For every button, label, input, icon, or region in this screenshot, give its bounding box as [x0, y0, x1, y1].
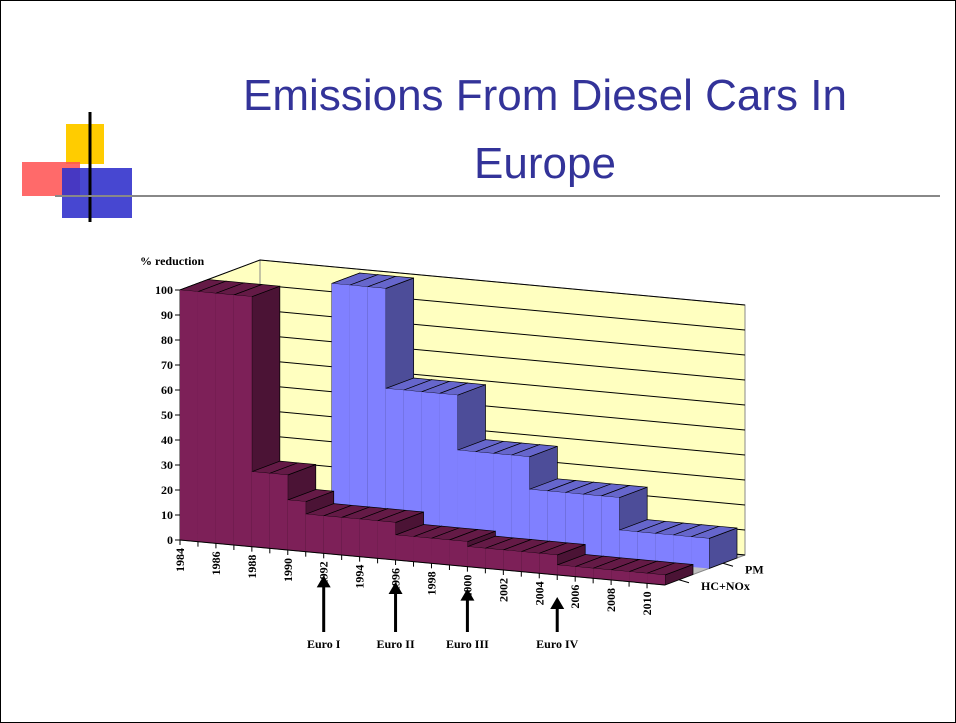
area-front [485, 548, 504, 570]
y-tick-label: 20 [161, 483, 173, 497]
area-top [511, 444, 558, 458]
area-front [475, 451, 494, 549]
area-front [673, 535, 692, 567]
x-tick-label: 1996 [389, 568, 403, 592]
area-front [575, 566, 594, 579]
area-front [359, 519, 378, 559]
area-front [511, 455, 530, 552]
x-tick-label: 2002 [496, 578, 510, 602]
area-front [421, 391, 440, 544]
y-axis-label: % reduction [140, 254, 204, 268]
area-front [305, 514, 324, 554]
area-front [233, 295, 252, 547]
area-front [655, 533, 674, 566]
series-label: HC+NOx [701, 579, 750, 593]
area-front [449, 540, 468, 567]
annotation: Euro I [307, 637, 341, 651]
y-tick-label: 90 [161, 308, 173, 322]
area-front [611, 570, 630, 582]
x-tick-label: 1992 [317, 561, 331, 585]
depth-tick [678, 579, 690, 584]
area-front [377, 520, 396, 560]
x-axis [179, 539, 666, 586]
x-tick-label: 1998 [424, 571, 438, 595]
area-front [197, 291, 216, 544]
area-front [619, 530, 638, 562]
title-line: Emissions From Diesel Cars In [243, 71, 847, 120]
y-tick-label: 30 [161, 458, 173, 472]
y-tick-label: 0 [167, 533, 173, 547]
area-front [647, 573, 665, 585]
area-front [691, 536, 709, 569]
area-front [439, 393, 458, 546]
y-tick-label: 10 [161, 508, 173, 522]
area-front [583, 494, 602, 559]
annotation-arrowhead [460, 588, 475, 601]
area-front [341, 517, 360, 557]
area-front [269, 473, 288, 550]
area-front [395, 535, 414, 562]
area-front [529, 489, 548, 554]
area-front [539, 553, 558, 575]
area-front [467, 546, 486, 569]
y-tick-label: 40 [161, 433, 173, 447]
area-front [349, 285, 368, 537]
area-front [385, 388, 404, 541]
area-front [323, 515, 342, 555]
annotation: Euro III [446, 637, 489, 651]
area-front [565, 492, 584, 557]
area-front [493, 453, 512, 551]
depth-tick [722, 562, 734, 567]
deco-square [62, 168, 132, 218]
area-front [403, 390, 422, 542]
area-front [521, 551, 540, 574]
area-front [251, 471, 270, 549]
area-front [629, 571, 648, 584]
area-front [180, 290, 198, 542]
y-tick-label: 100 [155, 283, 173, 297]
area-front [593, 568, 612, 580]
y-tick-label: 60 [161, 383, 173, 397]
x-tick-label: 2004 [532, 581, 546, 605]
x-tick-label: 2010 [640, 591, 654, 615]
area-front [637, 531, 656, 564]
x-tick-label: 1986 [209, 551, 223, 575]
series-label: PM [745, 562, 764, 576]
area-front [457, 450, 476, 547]
annotation-arrowhead [388, 582, 403, 594]
x-tick-label: 2006 [568, 585, 582, 609]
area-front [431, 538, 450, 565]
title-line: Europe [474, 139, 616, 188]
y-tick-label: 80 [161, 333, 173, 347]
x-tick-label: 1984 [173, 548, 187, 572]
area-front [601, 496, 620, 561]
x-tick-label: 1994 [353, 565, 367, 589]
area-front [503, 550, 522, 572]
x-tick-label: 2008 [604, 588, 618, 612]
area-front [557, 565, 576, 577]
area-front [367, 286, 386, 539]
annotation-arrowhead [316, 575, 331, 588]
area-front [413, 536, 432, 564]
y-tick-label: 50 [161, 408, 173, 422]
area-front [547, 491, 566, 556]
annotation: Euro II [376, 637, 414, 651]
area-front [287, 500, 306, 552]
x-tick-label: 1990 [281, 558, 295, 582]
area-front [215, 293, 234, 545]
deco-square [66, 124, 104, 164]
area-front [331, 283, 350, 536]
annotation-arrowhead [550, 597, 565, 609]
annotation: Euro IV [536, 637, 578, 651]
y-tick-label: 70 [161, 358, 173, 372]
x-tick-label: 2000 [460, 575, 474, 599]
x-tick-label: 1988 [245, 555, 259, 579]
